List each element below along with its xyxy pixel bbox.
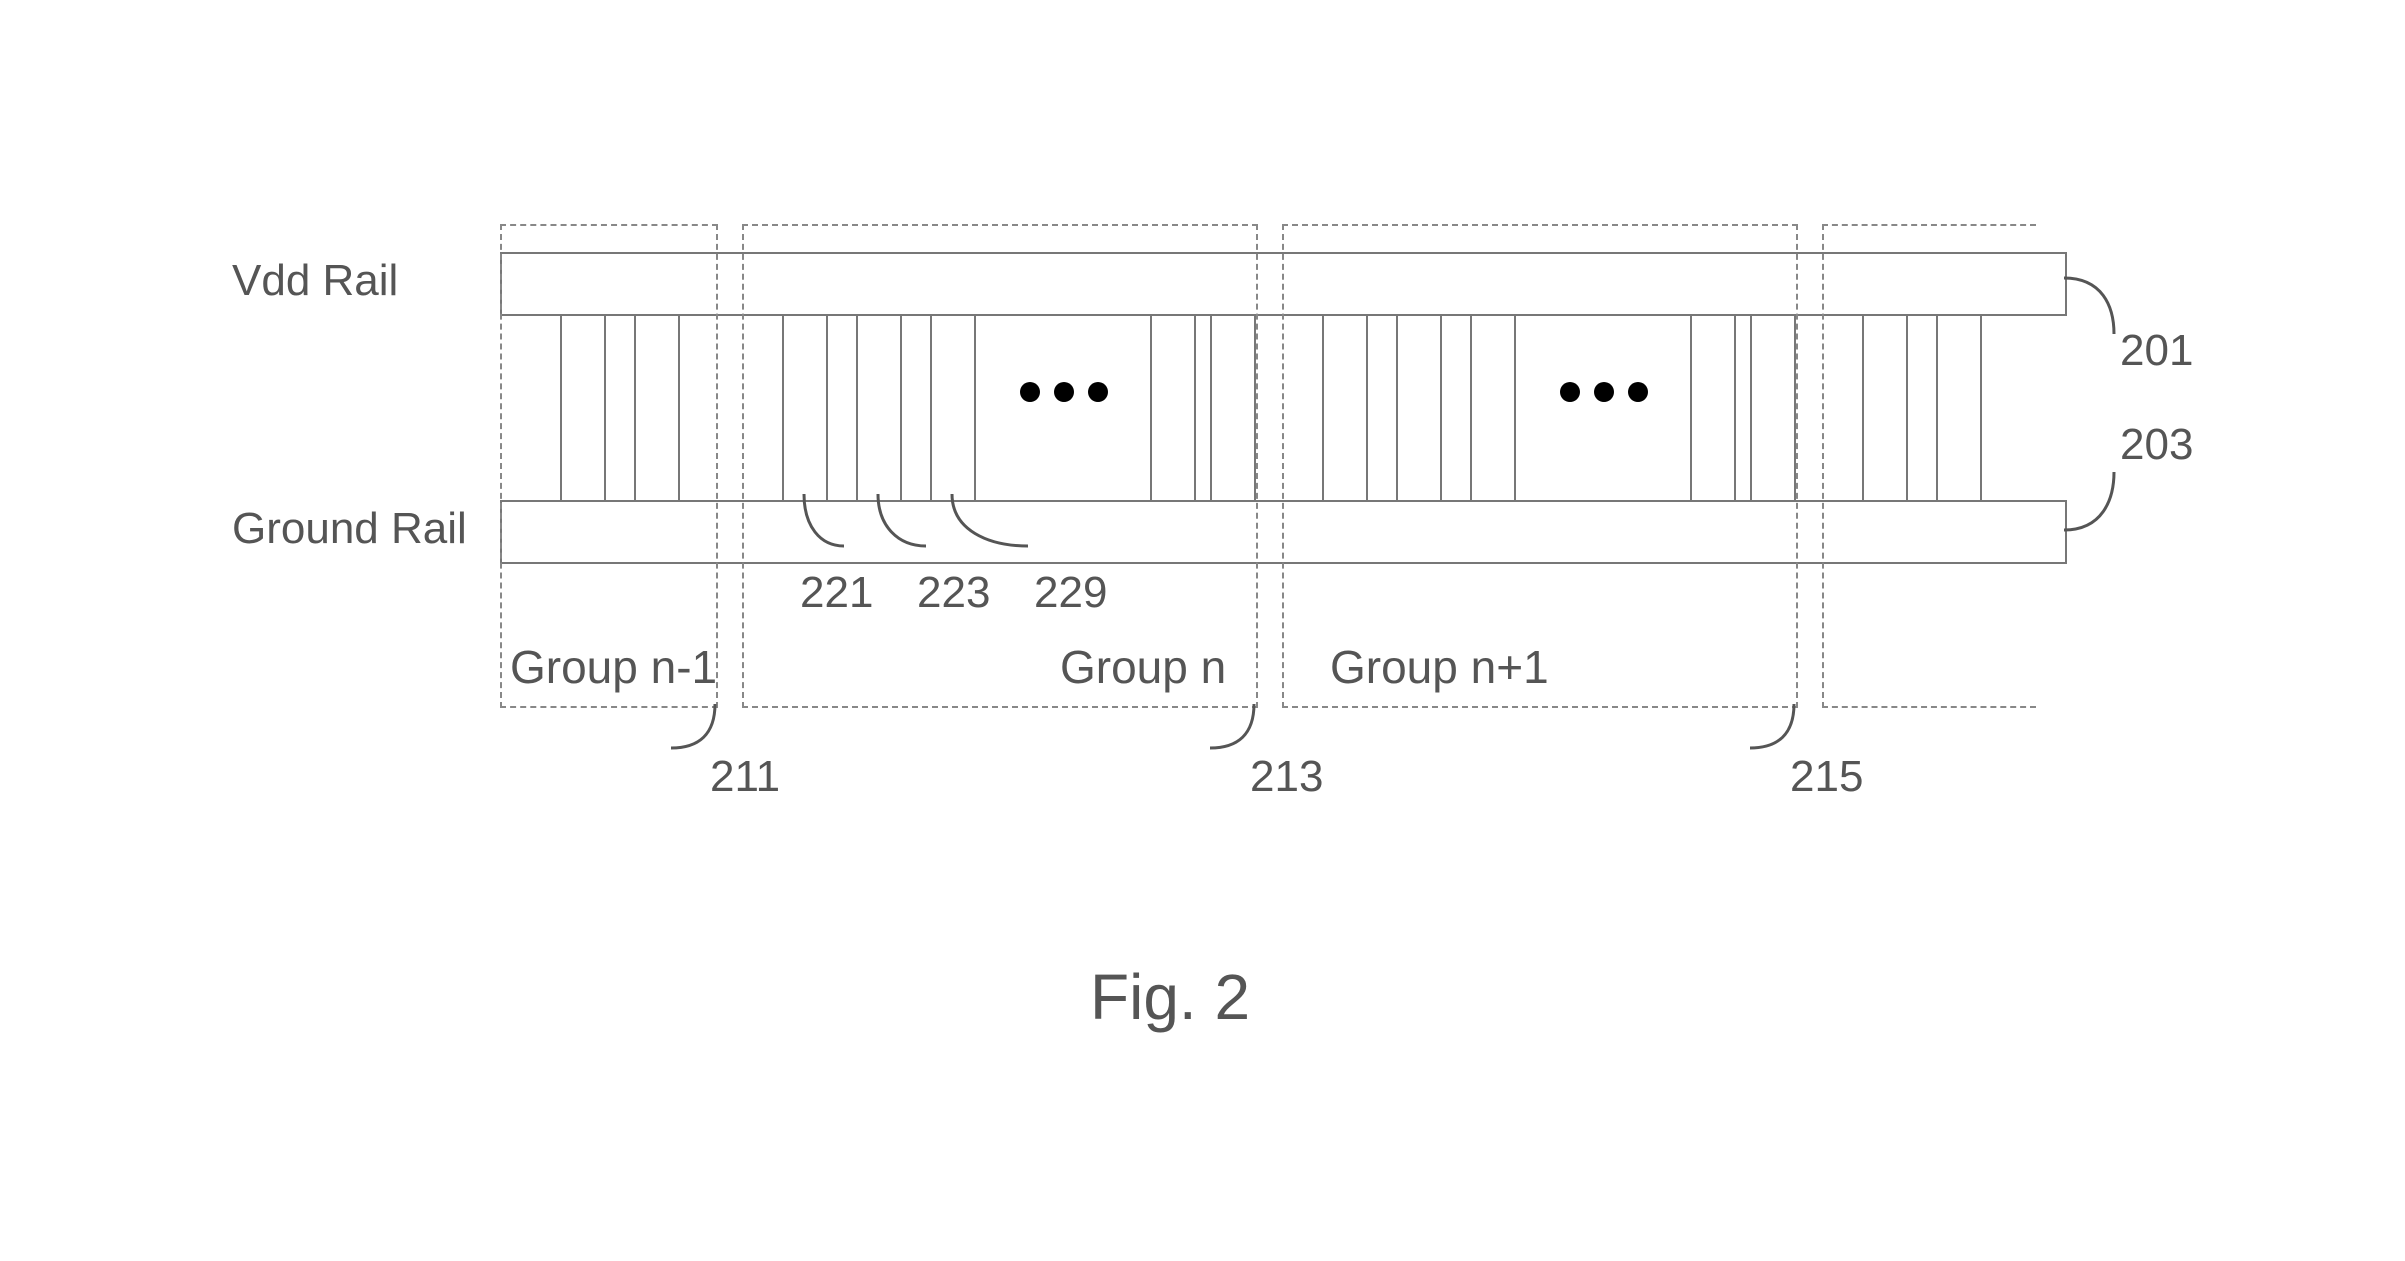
group-right-partial-box <box>1822 224 2036 708</box>
leader-229 <box>928 490 1048 570</box>
dot-icon <box>1020 382 1040 402</box>
dot-icon <box>1054 382 1074 402</box>
ref-215: 215 <box>1790 752 1863 802</box>
ellipsis-dots <box>1560 382 1648 402</box>
figure-caption: Fig. 2 <box>1090 960 1250 1034</box>
group-n-minus-1-box <box>500 224 718 708</box>
ref-221: 221 <box>800 568 873 618</box>
group-n-label: Group n <box>1060 640 1226 694</box>
vdd-rail-label: Vdd Rail <box>232 256 398 306</box>
ground-rail-label: Ground Rail <box>232 504 467 554</box>
ref-223: 223 <box>917 568 990 618</box>
group-n-box <box>742 224 1258 708</box>
ref-201: 201 <box>2120 326 2193 376</box>
figure-canvas: Vdd Rail Ground Rail Group n-1 Group n G… <box>0 0 2405 1261</box>
group-n-plus-1-label: Group n+1 <box>1330 640 1549 694</box>
leader-221 <box>780 490 860 570</box>
dot-icon <box>1088 382 1108 402</box>
group-n-minus-1-label: Group n-1 <box>510 640 717 694</box>
ref-213: 213 <box>1250 752 1323 802</box>
dot-icon <box>1628 382 1648 402</box>
ref-211: 211 <box>710 752 780 802</box>
group-n-plus-1-box <box>1282 224 1798 708</box>
ref-203: 203 <box>2120 420 2193 470</box>
dot-icon <box>1594 382 1614 402</box>
dot-icon <box>1560 382 1580 402</box>
leader-203 <box>2062 470 2162 560</box>
ellipsis-dots <box>1020 382 1108 402</box>
ref-229: 229 <box>1034 568 1107 618</box>
